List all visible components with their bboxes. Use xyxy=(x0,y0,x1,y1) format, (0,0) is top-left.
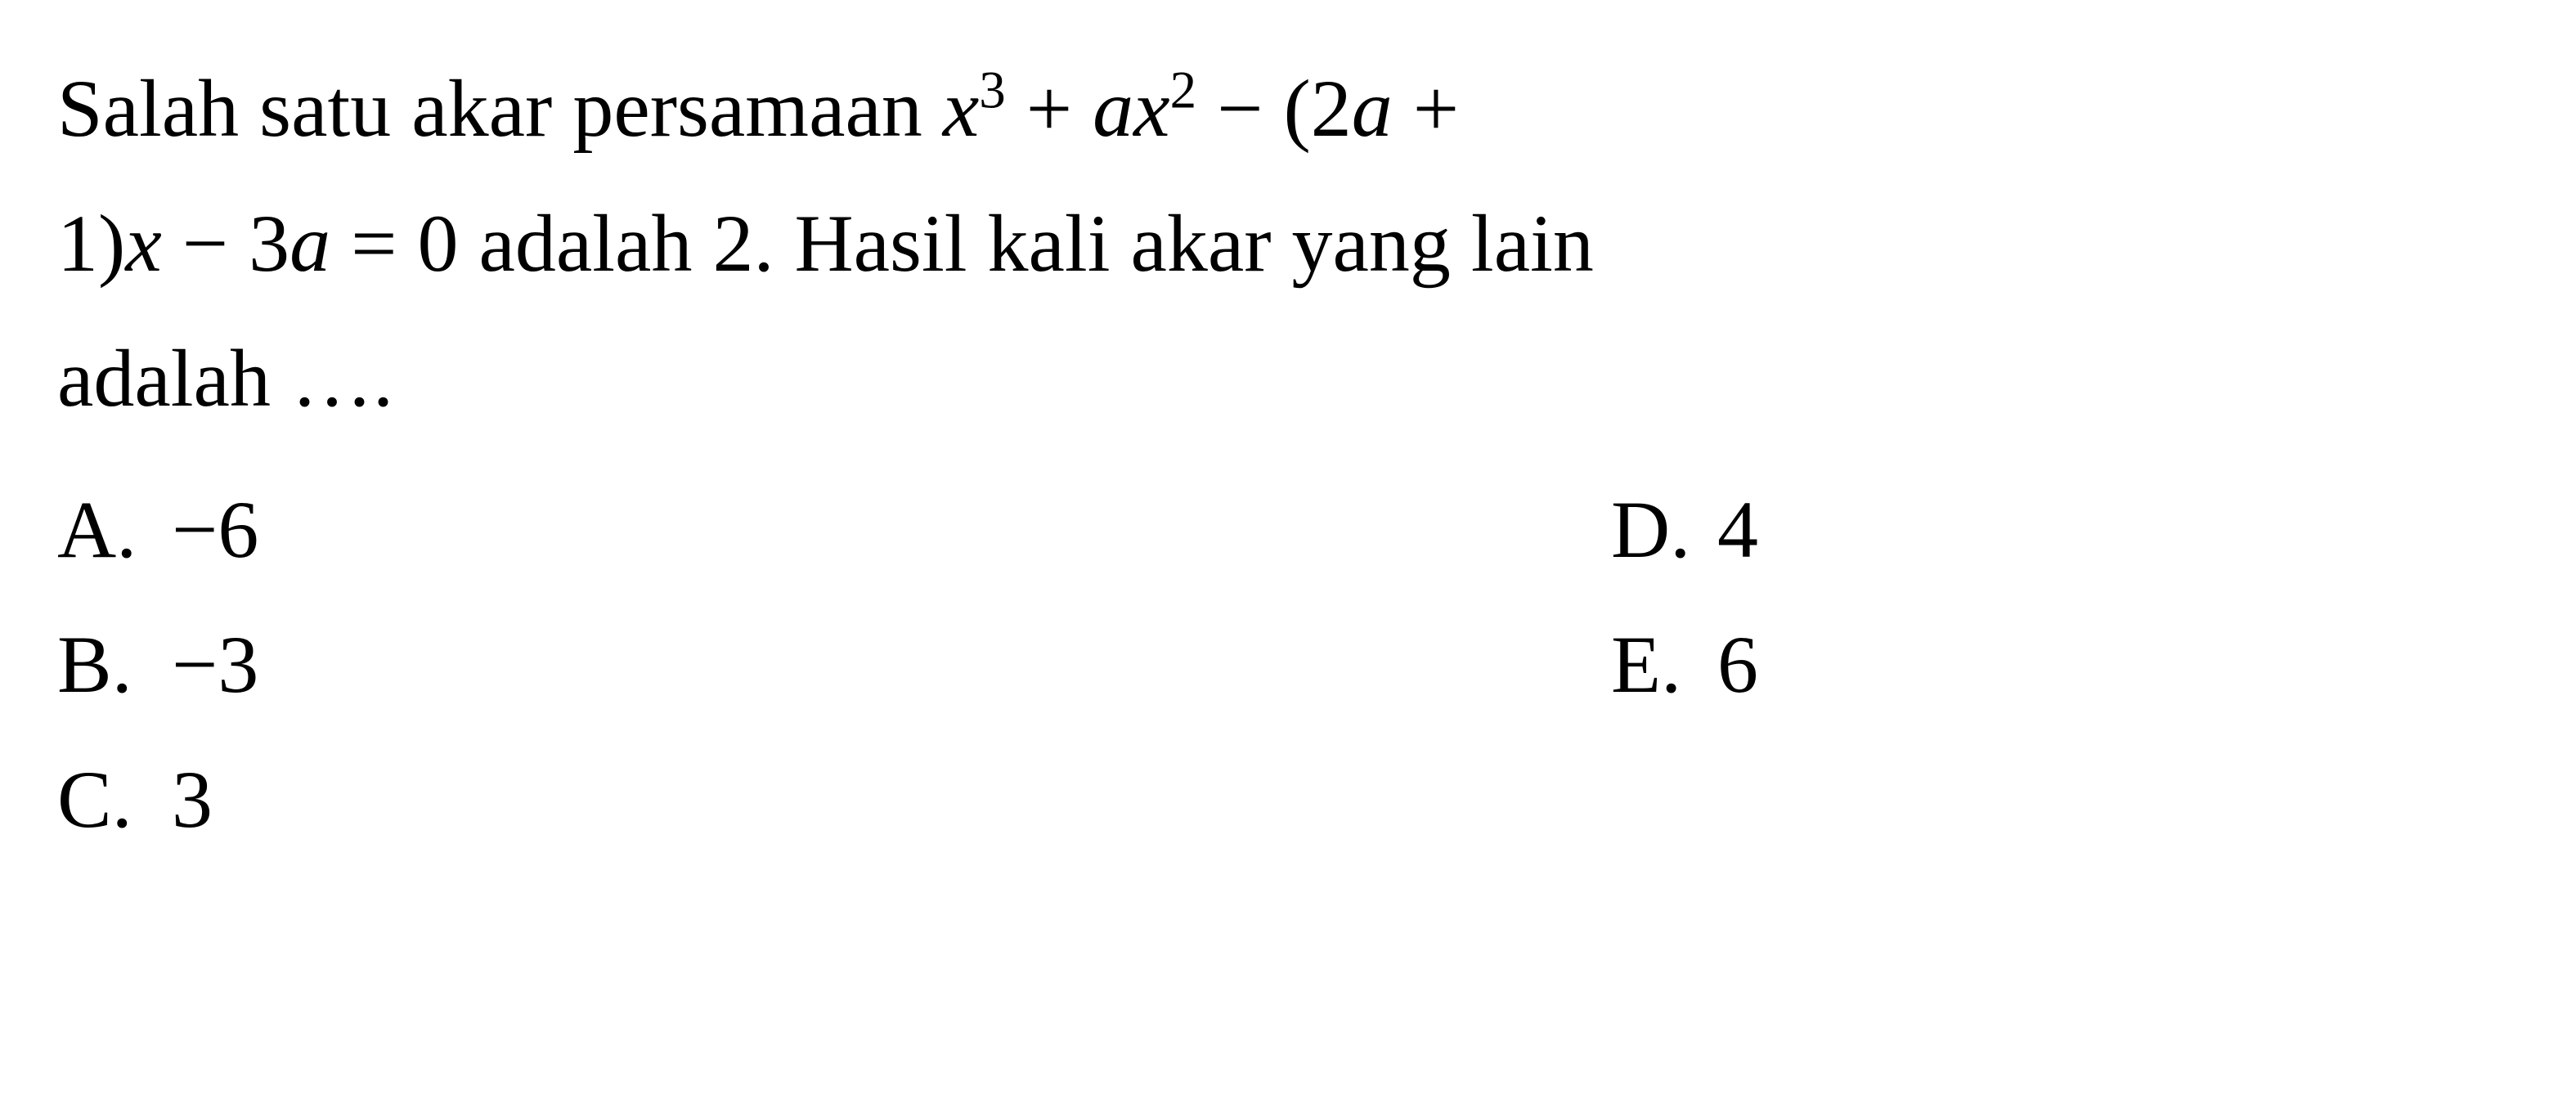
math-x-3: x xyxy=(125,198,161,289)
answer-column-right: D. 4 E. 6 xyxy=(1611,462,2519,867)
question-line-2: 1)x − 3a = 0 adalah 2. Hasil kali akar y… xyxy=(57,198,1594,289)
text-part-2: 1) xyxy=(57,198,125,289)
math-a-1: a xyxy=(1093,63,1133,154)
answer-value-b: −3 xyxy=(172,597,258,732)
math-x-1: x xyxy=(943,63,979,154)
answer-label-e: E. xyxy=(1611,597,1717,732)
answer-item-a: A. −6 xyxy=(57,462,1611,597)
answer-value-a: −6 xyxy=(172,462,258,597)
answer-item-c: C. 3 xyxy=(57,732,1611,867)
math-a-2: a xyxy=(1352,63,1393,154)
question-line-1: Salah satu akar persamaan x3 + ax2 − (2a… xyxy=(57,63,1459,154)
math-exp-3: 3 xyxy=(979,61,1006,120)
answer-label-c: C. xyxy=(57,732,172,867)
math-plus-2: + xyxy=(1393,63,1459,154)
answer-item-b: B. −3 xyxy=(57,597,1611,732)
math-plus-1: + xyxy=(1006,63,1093,154)
question-text: Salah satu akar persamaan x3 + ax2 − (2a… xyxy=(57,41,2519,446)
answer-column-left: A. −6 B. −3 C. 3 xyxy=(57,462,1611,867)
math-minus-2: − 3 xyxy=(162,198,289,289)
math-x-2: x xyxy=(1133,63,1169,154)
answer-label-a: A. xyxy=(57,462,172,597)
math-a-3: a xyxy=(289,198,330,289)
question-line-3: adalah …. xyxy=(57,333,393,424)
answer-item-d: D. 4 xyxy=(1611,462,2519,597)
answer-value-c: 3 xyxy=(172,732,213,867)
answer-label-d: D. xyxy=(1611,462,1717,597)
math-minus-1: − (2 xyxy=(1196,63,1352,154)
answer-label-b: B. xyxy=(57,597,172,732)
math-exp-2: 2 xyxy=(1170,61,1197,120)
answer-value-d: 4 xyxy=(1717,462,1758,597)
text-part-1: Salah satu akar persamaan xyxy=(57,63,943,154)
answer-item-e: E. 6 xyxy=(1611,597,2519,732)
answer-options: A. −6 B. −3 C. 3 D. 4 E. 6 xyxy=(57,462,2519,867)
text-eq: = 0 adalah 2. Hasil kali akar yang lain xyxy=(330,198,1594,289)
answer-value-e: 6 xyxy=(1717,597,1758,732)
